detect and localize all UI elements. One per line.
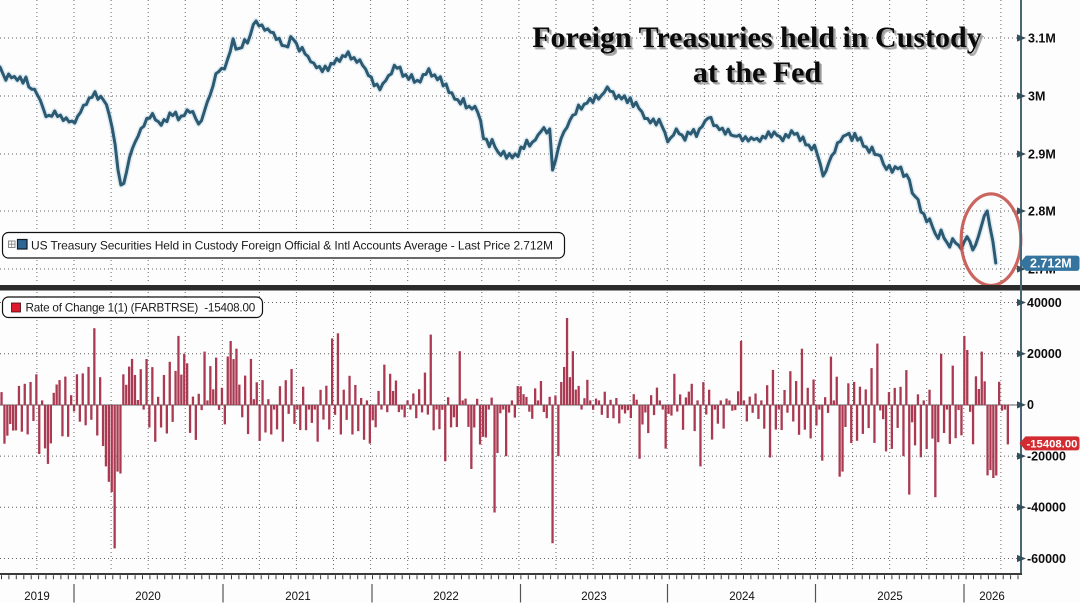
svg-text:2024: 2024 <box>729 591 755 603</box>
svg-text:2026: 2026 <box>979 591 1005 603</box>
svg-text:3.1M: 3.1M <box>1028 31 1056 45</box>
svg-text:Rate of Change 1(1) (FARBTRSE): Rate of Change 1(1) (FARBTRSE) -15408.00 <box>26 302 256 315</box>
svg-text:2019: 2019 <box>24 591 50 603</box>
svg-text:3M: 3M <box>1028 89 1045 103</box>
svg-text:2021: 2021 <box>285 591 311 603</box>
svg-text:US Treasury Securities Held in: US Treasury Securities Held in Custody F… <box>31 239 553 253</box>
svg-text:40000: 40000 <box>1027 296 1062 310</box>
svg-text:2.712M: 2.712M <box>1030 257 1072 271</box>
svg-text:-20000: -20000 <box>1027 449 1066 463</box>
svg-text:-40000: -40000 <box>1027 501 1066 515</box>
svg-text:Foreign Treasuries held in Cus: Foreign Treasuries held in Custody <box>532 21 982 54</box>
svg-text:at the Fed: at the Fed <box>693 56 822 89</box>
svg-text:0: 0 <box>1027 398 1034 412</box>
svg-text:-15408.00: -15408.00 <box>1027 439 1078 451</box>
svg-text:Foreign Treasuries held in Cus: Foreign Treasuries held in Custody <box>535 24 985 57</box>
svg-text:at the Fed: at the Fed <box>694 58 823 91</box>
svg-text:20000: 20000 <box>1027 347 1062 361</box>
svg-text:2023: 2023 <box>581 591 607 603</box>
svg-text:2.9M: 2.9M <box>1028 147 1056 161</box>
svg-text:2020: 2020 <box>135 591 161 603</box>
svg-text:2.8M: 2.8M <box>1028 204 1056 218</box>
svg-text:2022: 2022 <box>433 591 459 603</box>
svg-text:-60000: -60000 <box>1027 552 1066 566</box>
svg-text:2025: 2025 <box>877 591 903 603</box>
svg-text:at the Fed: at the Fed <box>695 59 824 92</box>
svg-text:Foreign Treasuries held in Cus: Foreign Treasuries held in Custody <box>534 23 984 56</box>
